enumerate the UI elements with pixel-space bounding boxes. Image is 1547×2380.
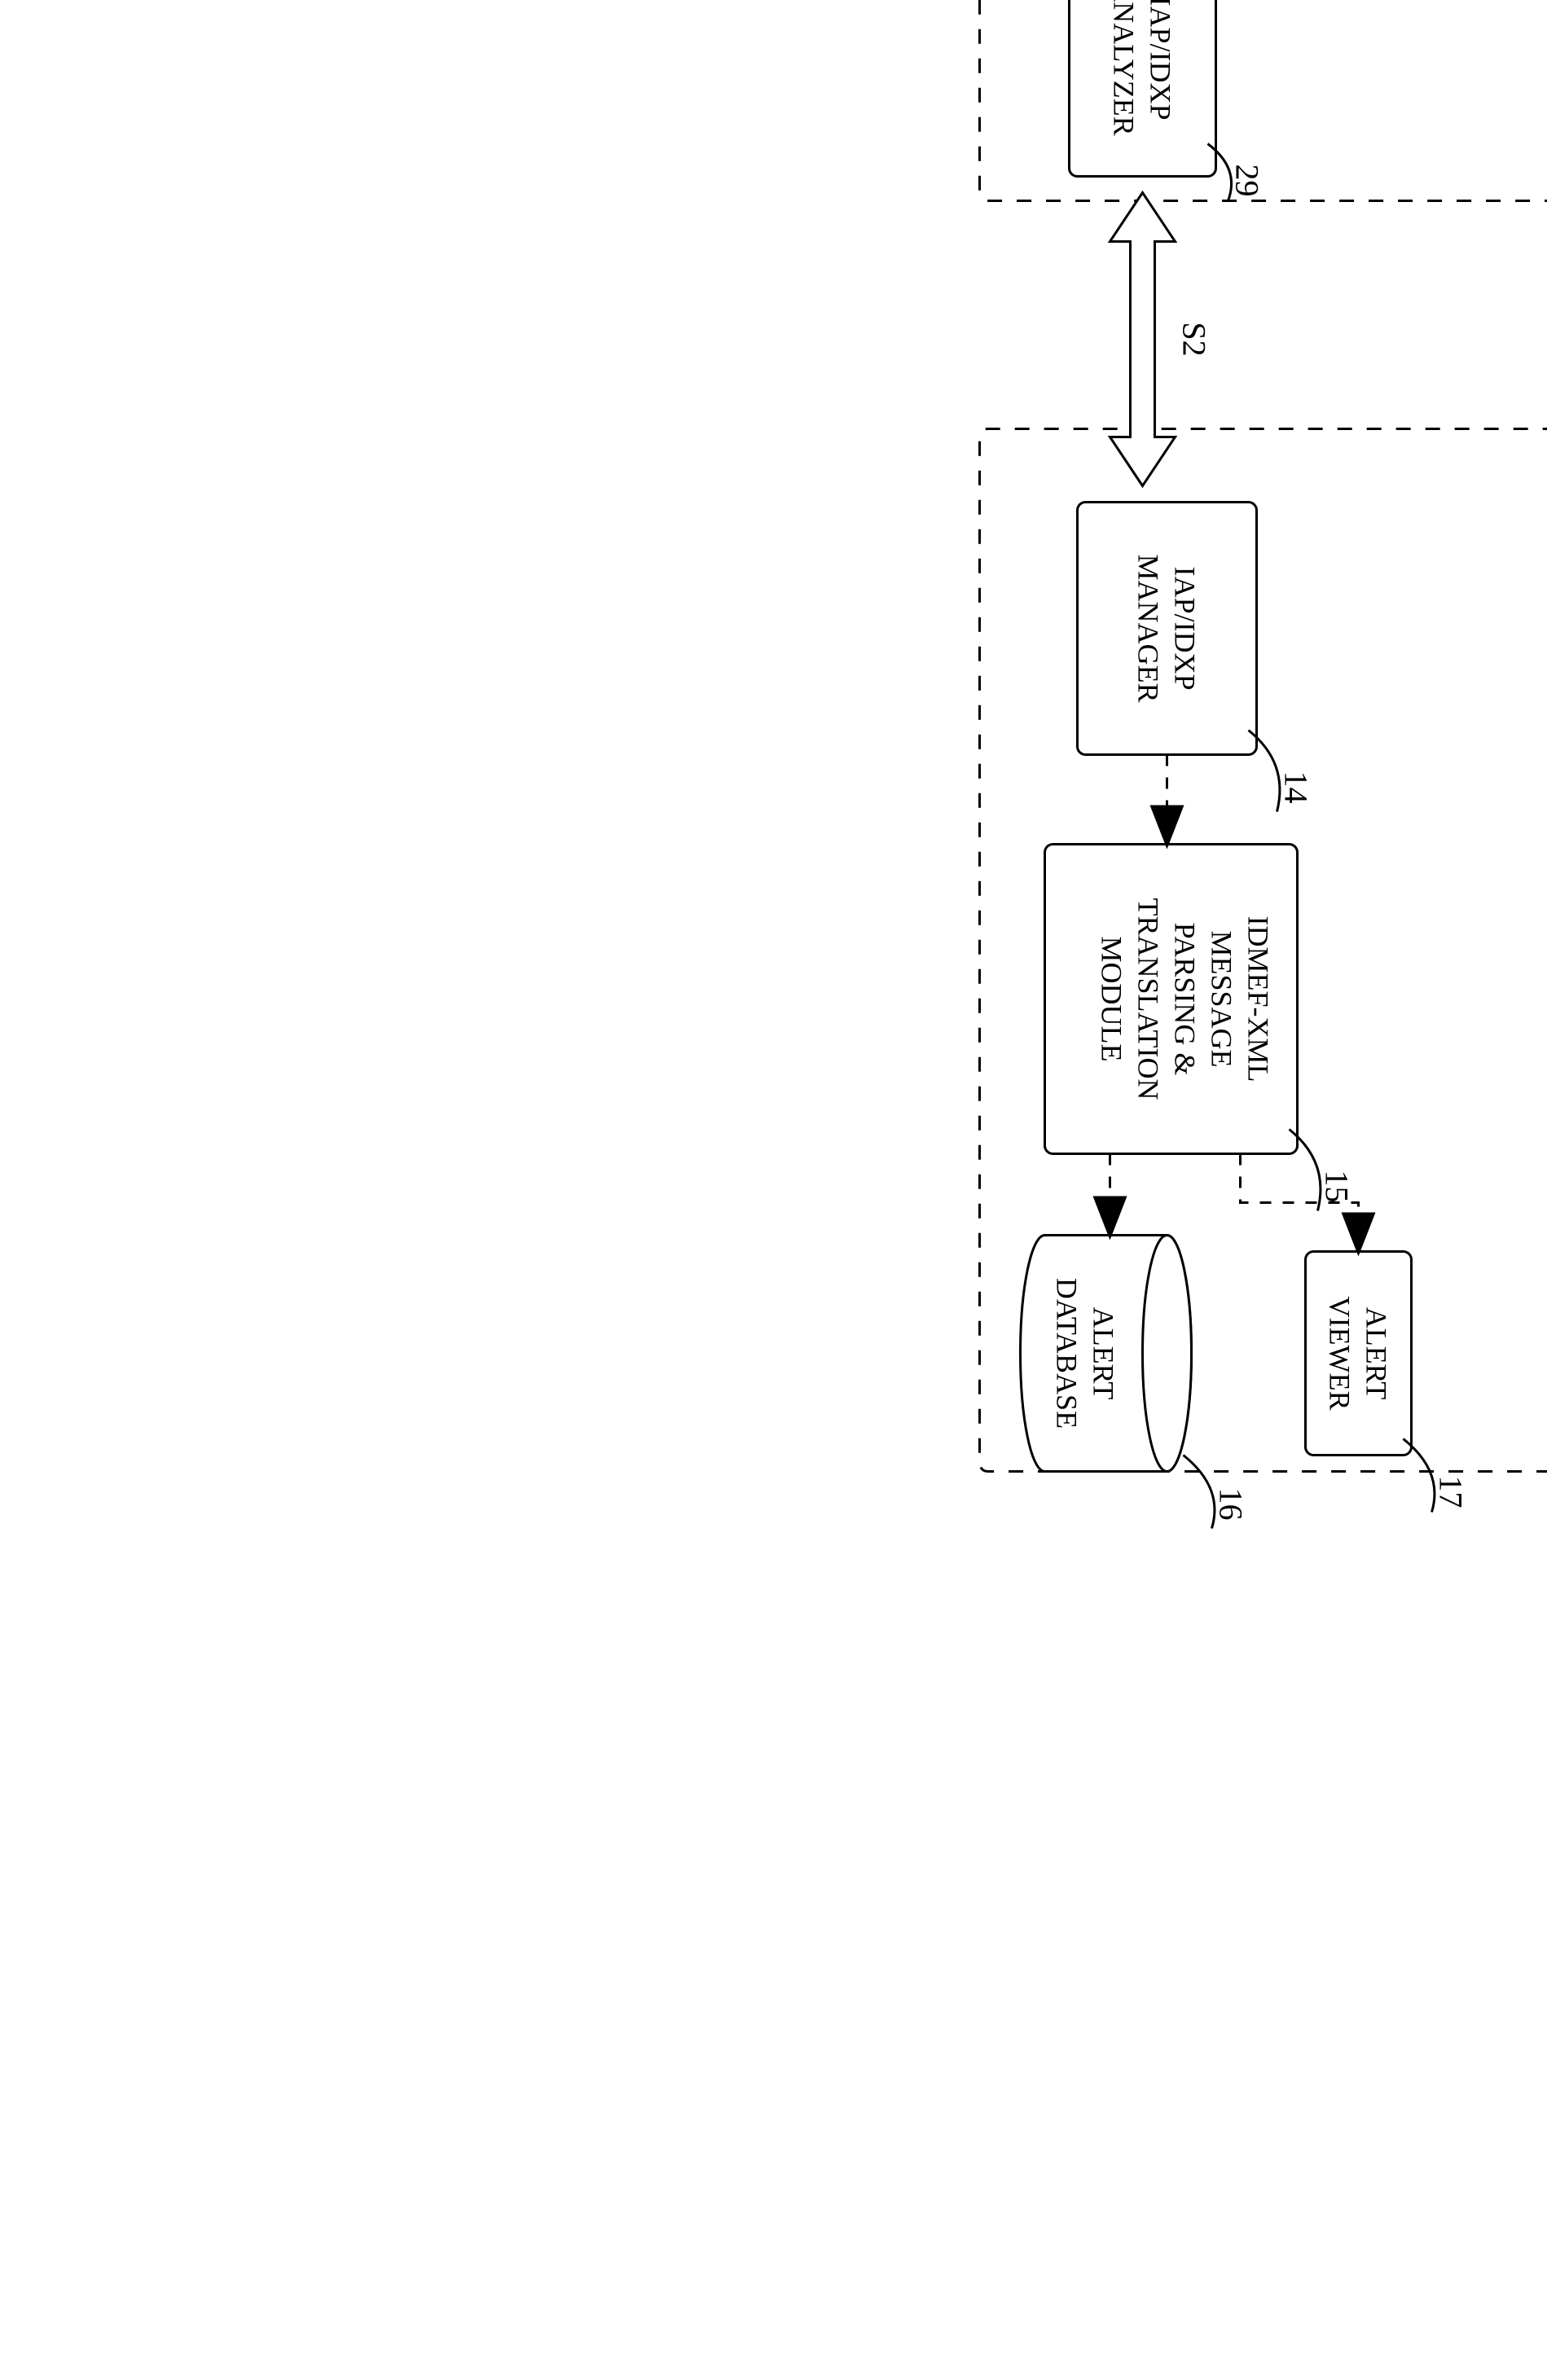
alert-viewer-box [1306, 1252, 1412, 1456]
idmef-parse-l4: TRANSLATION [1132, 898, 1165, 1100]
iap-mgr-l2: MANAGER [1132, 554, 1165, 702]
ref-29: 29 [1229, 165, 1266, 197]
alert-db-l1: ALERT [1088, 1307, 1120, 1400]
ref-15: 15 [1319, 1170, 1356, 1203]
ref-16-leader [1184, 1456, 1215, 1529]
ref-14: 14 [1278, 771, 1315, 804]
ref-16: 16 [1213, 1488, 1250, 1521]
iap-ana-l1: IAP/IDXP [1145, 0, 1177, 121]
alert-viewer-l2: VIEWER [1324, 1297, 1356, 1411]
diagram-page: FIG.1 (PRIOR ART) : POLICY : ALERT 10 PO… [834, 0, 1547, 1547]
alert-db: ALERT DATABASE [1021, 1236, 1192, 1472]
idmef-parse-l3: PARSING & [1169, 923, 1202, 1076]
ref-17: 17 [1433, 1476, 1470, 1508]
idmef-parse-l2: MESSAGE [1206, 930, 1238, 1067]
parse-to-viewer [1241, 1154, 1359, 1252]
sig-s2: S2 [1176, 322, 1213, 356]
iap-mgr-l1: IAP/IDXP [1169, 566, 1202, 690]
iap-ana-l2: ANALYZER [1108, 0, 1140, 136]
iap-manager-box [1078, 503, 1257, 755]
diagram-svg: FIG.1 (PRIOR ART) : POLICY : ALERT 10 PO… [834, 0, 1547, 1547]
alert-db-l2: DATABASE [1051, 1278, 1083, 1429]
link-s2 [1110, 193, 1176, 486]
iap-analyzer-box [1070, 0, 1216, 177]
idmef-parse-l5: MODULE [1096, 937, 1128, 1062]
idmef-parse-l1: IDMEF-XML [1242, 916, 1275, 1082]
alert-viewer-l1: ALERT [1360, 1307, 1393, 1400]
